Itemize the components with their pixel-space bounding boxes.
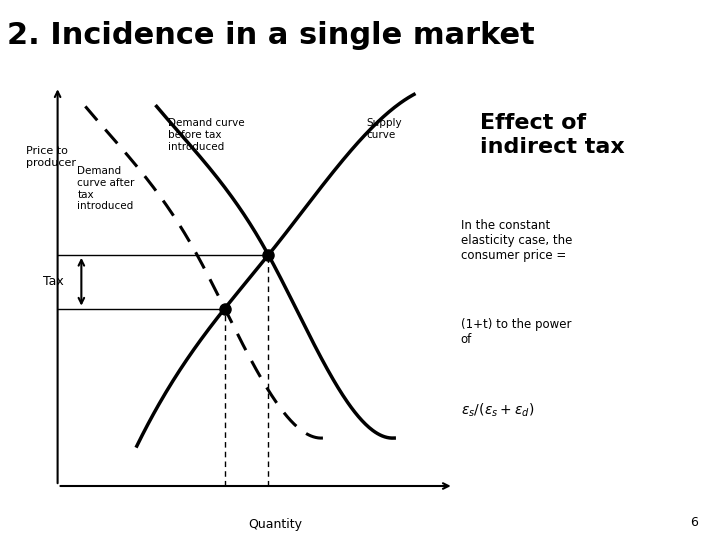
Text: $\varepsilon_s/(\varepsilon_s+\varepsilon_d)$: $\varepsilon_s/(\varepsilon_s+\varepsilo… — [461, 402, 534, 419]
Text: (1+t) to the power
of: (1+t) to the power of — [461, 318, 571, 346]
Text: In the constant
elasticity case, the
consumer price =: In the constant elasticity case, the con… — [461, 219, 572, 262]
Text: 2. Incidence in a single market: 2. Incidence in a single market — [7, 21, 535, 50]
Text: Demand curve
before tax
introduced: Demand curve before tax introduced — [168, 118, 245, 152]
Text: Price to
producer: Price to producer — [26, 146, 76, 168]
Text: Effect of
indirect tax: Effect of indirect tax — [480, 113, 625, 157]
Text: Demand
curve after
tax
introduced: Demand curve after tax introduced — [78, 166, 135, 211]
Text: Supply
curve: Supply curve — [366, 118, 402, 140]
Text: Tax: Tax — [42, 275, 63, 288]
Text: Quantity: Quantity — [248, 518, 302, 531]
Text: 6: 6 — [690, 516, 698, 529]
